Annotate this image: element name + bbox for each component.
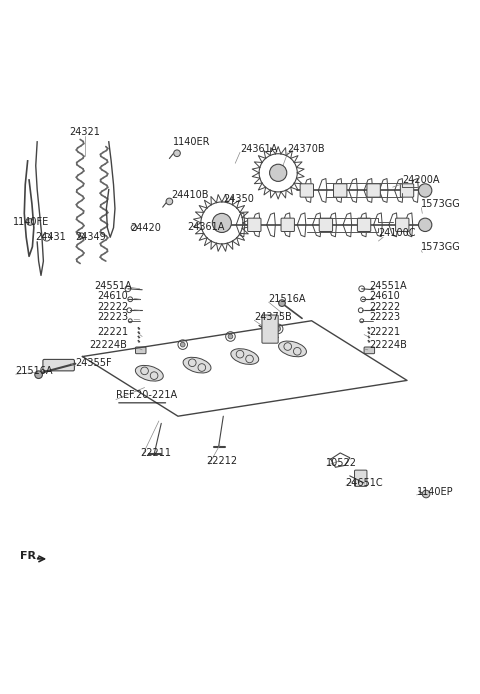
Text: 24200A: 24200A	[402, 175, 440, 185]
Text: 22221: 22221	[369, 326, 400, 337]
Text: 22223: 22223	[97, 312, 128, 322]
FancyBboxPatch shape	[364, 347, 374, 354]
Text: 1140FE: 1140FE	[13, 217, 49, 227]
Text: 24610: 24610	[97, 291, 128, 301]
Text: 24370B: 24370B	[288, 144, 325, 154]
Text: 22224B: 22224B	[369, 340, 407, 350]
Text: 22211: 22211	[140, 448, 171, 458]
Circle shape	[422, 490, 430, 498]
Circle shape	[174, 150, 180, 157]
Ellipse shape	[135, 366, 163, 381]
Ellipse shape	[231, 348, 259, 364]
Text: 22224B: 22224B	[90, 340, 128, 350]
Text: 1573GG: 1573GG	[421, 242, 461, 251]
Circle shape	[270, 164, 287, 181]
FancyBboxPatch shape	[367, 184, 380, 197]
FancyBboxPatch shape	[262, 315, 278, 343]
Text: 24375B: 24375B	[254, 312, 292, 322]
Text: 22221: 22221	[97, 326, 128, 337]
FancyBboxPatch shape	[400, 184, 414, 197]
FancyBboxPatch shape	[248, 218, 261, 232]
Text: REF.20-221A: REF.20-221A	[116, 391, 177, 400]
Text: 21516A: 21516A	[16, 366, 53, 375]
FancyBboxPatch shape	[135, 347, 146, 354]
Circle shape	[27, 219, 34, 226]
Circle shape	[279, 300, 285, 307]
FancyBboxPatch shape	[319, 218, 333, 232]
Text: 24431: 24431	[35, 232, 66, 242]
Circle shape	[212, 213, 231, 232]
Text: 24349: 24349	[75, 232, 106, 242]
Circle shape	[276, 326, 281, 331]
Ellipse shape	[183, 357, 211, 373]
Text: 24355F: 24355F	[75, 357, 112, 368]
FancyBboxPatch shape	[43, 359, 74, 371]
Text: 1140EP: 1140EP	[417, 487, 453, 498]
Ellipse shape	[278, 341, 306, 357]
FancyBboxPatch shape	[334, 184, 347, 197]
FancyBboxPatch shape	[281, 218, 294, 232]
Text: 24321: 24321	[70, 127, 100, 137]
Text: 24651C: 24651C	[345, 477, 383, 488]
FancyBboxPatch shape	[396, 218, 409, 232]
FancyBboxPatch shape	[355, 470, 367, 486]
Circle shape	[35, 371, 42, 378]
Text: 22222: 22222	[97, 302, 128, 312]
Text: 1573GG: 1573GG	[421, 198, 461, 209]
Text: 24610: 24610	[369, 291, 399, 301]
Circle shape	[180, 342, 185, 347]
Text: 24551A: 24551A	[95, 281, 132, 291]
Text: 21516A: 21516A	[269, 294, 306, 303]
Text: 24420: 24420	[130, 223, 161, 233]
Text: 22222: 22222	[369, 302, 400, 312]
Text: FR.: FR.	[21, 551, 41, 561]
Text: 24100C: 24100C	[378, 228, 416, 238]
FancyBboxPatch shape	[300, 184, 313, 197]
Text: 24551A: 24551A	[369, 281, 407, 291]
Circle shape	[419, 218, 432, 232]
Text: 24361A: 24361A	[240, 144, 277, 154]
Text: 24350: 24350	[223, 194, 254, 204]
Text: 22212: 22212	[206, 457, 238, 466]
Circle shape	[419, 184, 432, 197]
FancyBboxPatch shape	[358, 218, 371, 232]
Text: 10522: 10522	[326, 458, 357, 468]
Text: 22223: 22223	[369, 312, 400, 322]
Text: 24361A: 24361A	[188, 223, 225, 232]
Circle shape	[166, 198, 173, 205]
Text: 1140ER: 1140ER	[173, 137, 211, 146]
Circle shape	[228, 334, 233, 339]
Text: 24410B: 24410B	[171, 190, 208, 200]
